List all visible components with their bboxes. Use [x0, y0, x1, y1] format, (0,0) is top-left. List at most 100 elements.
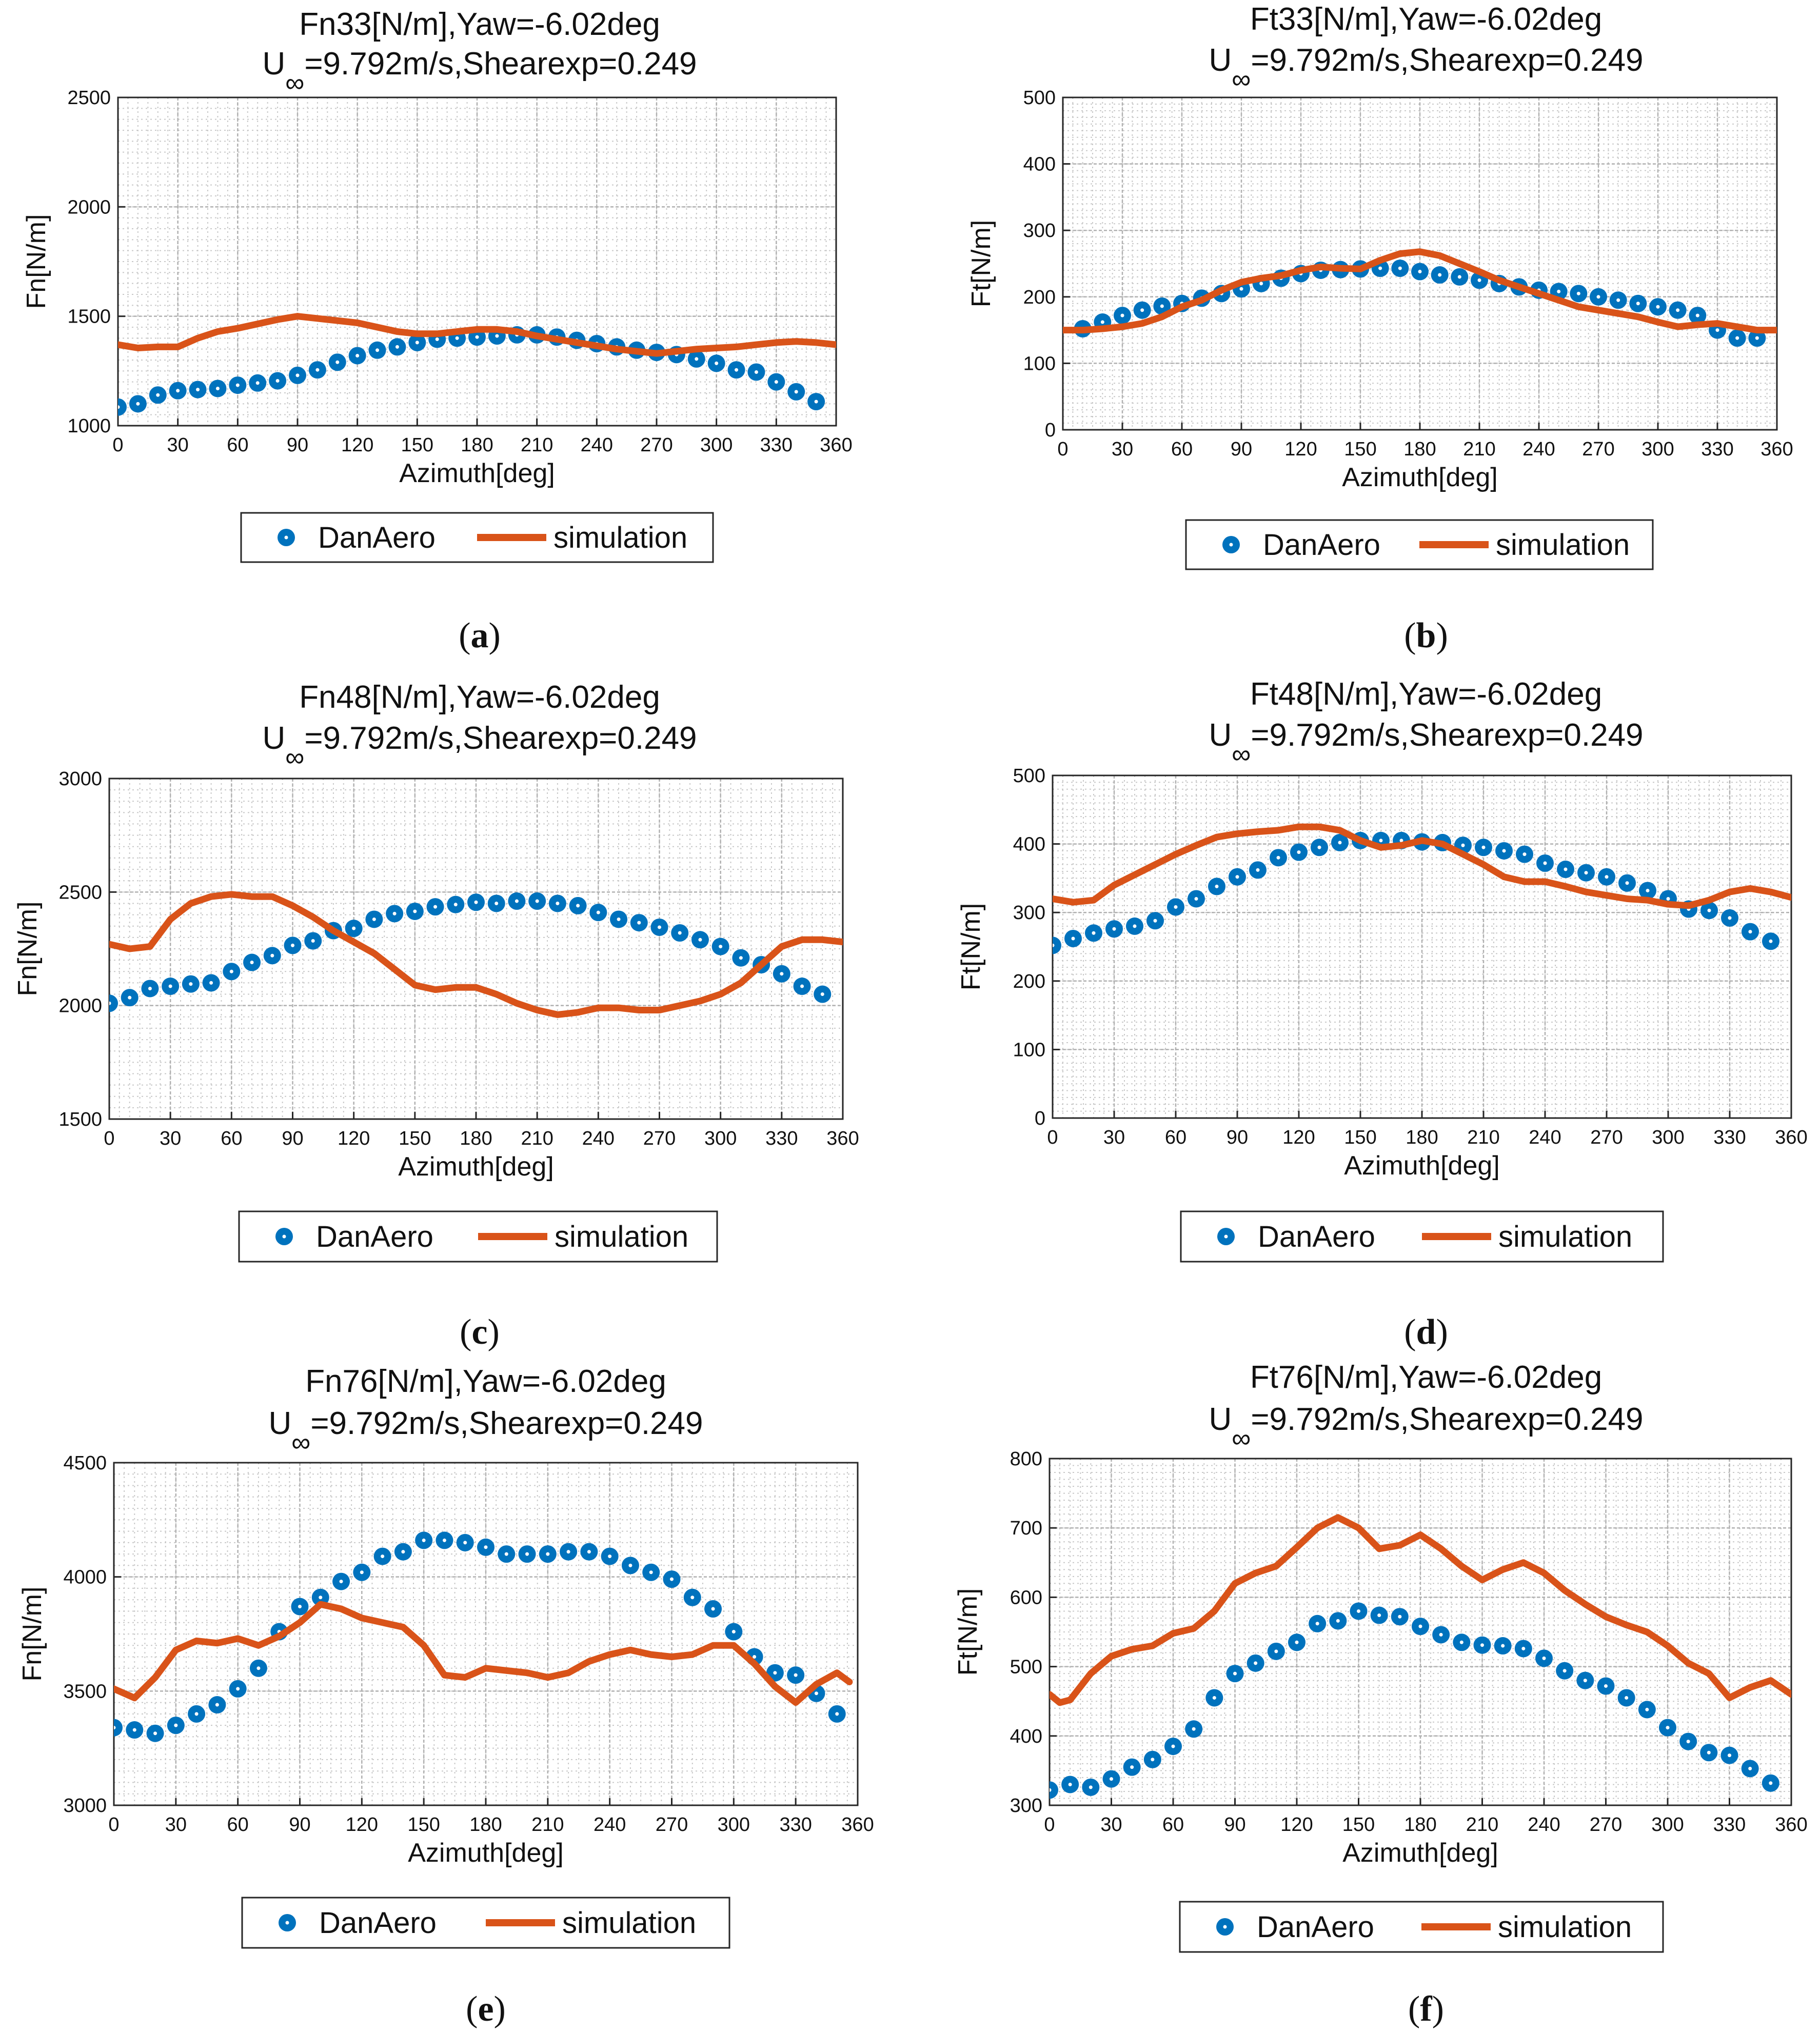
danaero-data-point-dot [1317, 845, 1321, 849]
data-layer [109, 891, 843, 1018]
data-layer [1053, 823, 1791, 954]
danaero-data-point-dot [1707, 1750, 1711, 1755]
danaero-data-point-dot [1501, 1644, 1505, 1648]
y-tick-label: 100 [1013, 1039, 1045, 1061]
simulation-series-line [1053, 823, 1791, 909]
legend: DanAero simulation [1185, 519, 1654, 570]
legend-simulation-label: simulation [555, 1220, 688, 1253]
danaero-data-point-dot [372, 917, 376, 921]
caption-letter: e [478, 1989, 493, 2029]
danaero-data-point-dot [800, 984, 804, 988]
y-axis-label: Fn[N/m] [13, 902, 43, 996]
x-tick-label: 150 [401, 434, 433, 456]
x-tick-label: 270 [1582, 439, 1614, 460]
danaero-data-point-dot [1728, 1753, 1731, 1758]
x-tick-label: 0 [108, 1814, 119, 1836]
chart-title-line2: U∞=9.792m/s,Shearexp=0.249 [262, 46, 697, 98]
x-tick-label: 300 [704, 1128, 737, 1149]
danaero-data-point-dot [794, 390, 798, 394]
danaero-data-point-dot [1276, 855, 1280, 860]
danaero-data-point-dot [1438, 273, 1442, 277]
danaero-data-point-dot [1071, 936, 1075, 941]
x-tick-label: 60 [227, 1814, 249, 1836]
legend-danaero-marker-dot [285, 1921, 289, 1925]
danaero-data-point-dot [381, 1554, 385, 1559]
title-u-symbol: U [262, 46, 285, 82]
danaero-data-point-dot [1160, 304, 1164, 308]
danaero-data-point-dot [1625, 881, 1629, 885]
danaero-data-point-dot [814, 1691, 818, 1696]
x-tick-label: 120 [1282, 1127, 1315, 1148]
x-tick-label: 90 [1231, 439, 1252, 460]
danaero-data-point-dot [587, 1550, 591, 1554]
caption-close-paren: ) [1436, 1312, 1448, 1352]
y-tick-label: 800 [1010, 1448, 1042, 1470]
y-tick-label: 4000 [63, 1567, 107, 1588]
x-tick-label: 300 [700, 434, 733, 456]
x-tick-label: 360 [820, 434, 852, 456]
x-tick-label: 330 [1713, 1127, 1746, 1148]
danaero-data-point-dot [236, 1687, 240, 1691]
y-tick-label: 200 [1023, 287, 1056, 308]
danaero-data-point-dot [114, 1726, 116, 1730]
danaero-data-point-dot [1398, 1615, 1402, 1619]
x-tick-label: 300 [1652, 1127, 1684, 1148]
chart-title-line1: Fn76[N/m],Yaw=-6.02deg [305, 1364, 666, 1399]
danaero-data-point-dot [319, 1596, 323, 1600]
y-tick-label: 2000 [67, 196, 111, 218]
simulation-series-line [1063, 248, 1777, 334]
danaero-data-point-dot [1562, 1669, 1567, 1673]
danaero-data-point-dot [739, 956, 743, 960]
x-tick-label: 150 [1344, 439, 1376, 460]
danaero-data-point-dot [168, 984, 172, 988]
danaero-data-point-dot [1398, 266, 1402, 270]
x-tick-label: 90 [1226, 1127, 1248, 1148]
y-tick-label: 300 [1010, 1795, 1042, 1817]
x-tick-label: 0 [112, 434, 123, 456]
y-tick-label: 2500 [58, 882, 102, 903]
danaero-data-point-dot [1254, 1661, 1258, 1665]
x-tick-label: 30 [165, 1814, 187, 1836]
danaero-data-point-dot [1357, 1609, 1360, 1613]
x-tick-label: 210 [531, 1814, 564, 1836]
y-tick-label: 1500 [67, 306, 111, 328]
danaero-data-point-dot [295, 373, 300, 377]
danaero-data-point-dot [1477, 278, 1481, 282]
danaero-data-point-dot [148, 986, 152, 990]
danaero-data-point-dot [433, 905, 438, 909]
danaero-data-point-dot [1050, 1788, 1052, 1792]
danaero-data-point-dot [1748, 930, 1752, 934]
x-tick-label: 180 [1403, 439, 1436, 460]
danaero-data-point-dot [335, 360, 340, 364]
x-tick-label: 330 [1713, 1814, 1746, 1836]
legend-box [1179, 1901, 1664, 1953]
danaero-data-point-dot [270, 953, 274, 958]
danaero-data-point-dot [196, 388, 200, 392]
x-tick-label: 120 [346, 1814, 378, 1836]
legend-danaero-marker-dot [1224, 1234, 1228, 1239]
danaero-data-point-dot [1715, 328, 1719, 332]
x-tick-label: 150 [399, 1128, 431, 1149]
danaero-data-point-dot [1576, 291, 1580, 295]
title-infinity-subscript: ∞ [1232, 65, 1251, 94]
danaero-data-point-dot [250, 961, 254, 965]
danaero-data-point-dot [1212, 1696, 1216, 1700]
danaero-data-point-dot [209, 981, 213, 985]
y-tick-label: 200 [1013, 971, 1045, 992]
title-line2-rest: =9.792m/s,Shearexp=0.249 [1251, 1402, 1643, 1437]
y-tick-label: 2000 [58, 995, 102, 1017]
danaero-data-point [1053, 936, 1061, 954]
danaero-data-point-dot [835, 1712, 839, 1716]
danaero-data-point-dot [1100, 320, 1104, 324]
danaero-data-point-dot [413, 909, 417, 913]
legend: DanAero simulation [238, 1210, 718, 1263]
danaero-data-point-dot [1377, 1613, 1381, 1618]
y-tick-label: 600 [1010, 1587, 1042, 1608]
danaero-data-point-dot [535, 899, 539, 903]
danaero-data-point-dot [1110, 1777, 1113, 1781]
danaero-data-point-dot [375, 348, 380, 352]
x-tick-label: 240 [581, 434, 613, 456]
danaero-data-point-dot [1233, 1671, 1237, 1676]
x-tick-label: 30 [1112, 439, 1133, 460]
danaero-data-point-dot [1584, 871, 1588, 875]
